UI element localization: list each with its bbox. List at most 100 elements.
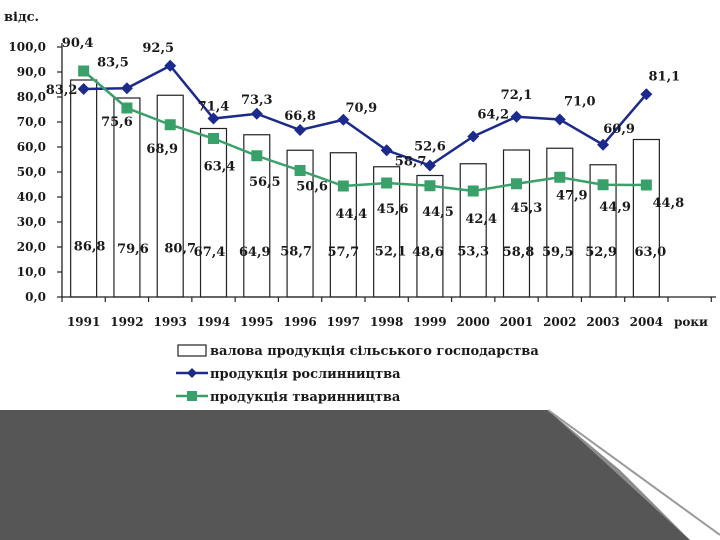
x-tick-label-1991: 1991 (67, 315, 100, 329)
marker-crops-1993 (164, 59, 177, 72)
marker-livestock-2003 (597, 179, 609, 191)
bar-2000 (459, 163, 487, 298)
bar-2004 (632, 138, 660, 298)
legend-marker-livestock (187, 391, 197, 401)
label-crops-1999: 52,6 (414, 140, 446, 155)
bar-1997 (329, 152, 357, 298)
label-crops-1993: 92,5 (142, 41, 174, 56)
x-tick-label-1994: 1994 (197, 315, 230, 329)
y-tick-label: 100,0 (8, 40, 46, 54)
marker-crops-2002 (553, 113, 566, 126)
label-bar-1992: 79,6 (117, 242, 149, 257)
marker-livestock-1996 (294, 165, 306, 176)
label-crops-2001: 72,1 (501, 88, 533, 103)
x-tick-label-2000: 2000 (457, 315, 490, 329)
marker-livestock-1997 (337, 180, 349, 192)
marker-livestock-1994 (208, 133, 219, 144)
y-axis-unit-label: відс. (4, 10, 39, 25)
y-tick-label: 10,0 (17, 265, 46, 279)
label-bar-1991: 86,8 (74, 240, 106, 255)
x-tick-label-1993: 1993 (154, 315, 187, 329)
label-bar-2004: 63,0 (635, 245, 667, 260)
x-axis-title: роки (674, 315, 708, 329)
marker-crops-2000 (467, 130, 480, 143)
x-tick-label-1997: 1997 (327, 315, 360, 329)
series-line-1 (83, 64, 648, 167)
label-bar-1997: 57,7 (328, 245, 360, 260)
marker-livestock-2002 (554, 171, 566, 183)
marker-crops-1999 (423, 159, 436, 172)
bar-1991 (70, 79, 98, 298)
marker-livestock-1993 (164, 119, 176, 131)
label-bar-2003: 52,9 (585, 245, 617, 260)
bar-1994 (199, 127, 228, 298)
label-livestock-1993: 68,9 (146, 142, 178, 157)
marker-crops-2004 (640, 88, 653, 101)
legend: валова продукція сільського господарства… (176, 344, 539, 405)
label-livestock-2000: 42,4 (465, 212, 497, 227)
label-livestock-2003: 44,9 (599, 200, 631, 215)
label-crops-1992: 83,5 (97, 55, 129, 70)
bar-1995 (243, 134, 271, 298)
x-tick-label-1998: 1998 (370, 315, 403, 329)
y-tick-label: 40,0 (17, 190, 46, 204)
x-tick-label-1992: 1992 (110, 315, 143, 329)
deco-line (547, 409, 720, 536)
label-crops-2004: 81,1 (649, 69, 681, 84)
label-bar-1996: 58,7 (280, 245, 312, 260)
label-crops-2003: 60,9 (603, 122, 635, 137)
marker-livestock-1999 (424, 180, 436, 192)
label-livestock-1994: 63,4 (204, 160, 236, 175)
chart-area: 0,0 10,0 20,0 30,0 40,0 50,0 60,0 70,0 80,0 90,0 1… (4, 10, 716, 405)
marker-crops-2003 (597, 138, 610, 151)
y-tick-label: 0,0 (25, 290, 46, 304)
x-tick-label-2001: 2001 (500, 315, 533, 329)
gray-band-dark (0, 410, 690, 540)
label-crops-2002: 71,0 (564, 95, 596, 110)
marker-livestock-2000 (467, 185, 479, 197)
marker-livestock-1995 (251, 150, 263, 162)
bar-2002 (546, 147, 574, 298)
gray-band-light (548, 410, 690, 540)
series-line-2 (82, 70, 647, 193)
label-crops-1994: 71,4 (198, 100, 230, 115)
label-crops-1998: 58,7 (395, 154, 427, 169)
label-crops-1991: 83,2 (46, 83, 78, 98)
bar-1999 (416, 174, 444, 298)
x-tick-label-1996: 1996 (283, 315, 316, 329)
label-bar-2000: 53,3 (457, 245, 489, 260)
label-livestock-2004: 44,8 (653, 196, 685, 211)
label-livestock-2001: 45,3 (511, 201, 543, 216)
marker-livestock-1992 (121, 102, 133, 114)
x-tick-label-2004: 2004 (630, 315, 663, 329)
marker-crops-2001 (510, 110, 523, 123)
x-tick-label-1999: 1999 (413, 315, 446, 329)
label-livestock-1991: 90,4 (62, 36, 94, 51)
label-livestock-1997: 44,4 (336, 207, 368, 222)
legend-label-crops: продукція рослинництва (210, 367, 401, 382)
label-bar-1998: 52,1 (375, 245, 407, 260)
marker-livestock-2001 (511, 178, 522, 190)
y-tick-label: 60,0 (17, 140, 46, 154)
label-bar-1995: 64,9 (239, 245, 271, 260)
legend-label-bar: валова продукція сільського господарства (210, 344, 539, 359)
label-livestock-1992: 75,6 (101, 115, 133, 130)
label-crops-1996: 66,8 (284, 109, 316, 124)
marker-livestock-1998 (381, 177, 393, 189)
label-bar-1993: 80,7 (164, 241, 196, 256)
marker-crops-1998 (380, 144, 393, 157)
y-tick-label: 30,0 (17, 215, 46, 229)
x-tick-label-2002: 2002 (543, 315, 576, 329)
data-labels: 83,283,592,571,4 73,366,870,958,752,664,2… (46, 36, 684, 260)
marker-crops-1997 (337, 113, 350, 126)
label-livestock-1998: 45,6 (377, 202, 409, 217)
y-tick-label: 70,0 (17, 115, 46, 129)
bar-2001 (502, 149, 531, 298)
label-livestock-2002: 47,9 (556, 188, 588, 203)
label-bar-1999: 48,6 (412, 245, 444, 260)
marker-crops-1991 (77, 83, 90, 95)
label-bar-1994: 67,4 (194, 245, 226, 260)
y-tick-label: 20,0 (17, 240, 46, 254)
label-livestock-1995: 56,5 (249, 175, 281, 190)
